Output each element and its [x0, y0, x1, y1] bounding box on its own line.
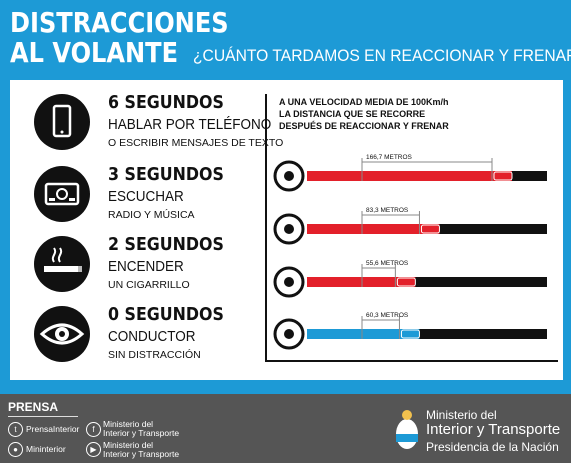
seconds-label: 0 SEGUNDOS: [108, 304, 224, 325]
action-label: ENCENDER: [108, 258, 184, 275]
car-marker: [396, 277, 416, 287]
flickr-link[interactable]: Mininterior: [26, 444, 66, 454]
radio-icon: [34, 166, 90, 222]
chart-svg: 166,7 METROS 83,3 METROS 55,6 METROS 60,3 M…: [273, 154, 547, 350]
title-line-1: DISTRACCIONES: [10, 6, 229, 39]
youtube-icon[interactable]: ▶: [86, 442, 101, 457]
detail-label: O ESCRIBIR MENSAJES DE TEXTO: [108, 137, 284, 149]
ministry-line-2: Interior y Transporte: [426, 421, 561, 438]
distance-label: 55,6 METROS: [366, 260, 409, 267]
footer: PRENSA t PrensaInterior ● Mininterior f …: [0, 394, 571, 463]
distraction-row: 2 SEGUNDOS ENCENDER UN CIGARRILLO: [10, 232, 280, 302]
header-banner: DISTRACCIONES AL VOLANTE ¿CUÁNTO TARDAMO…: [0, 0, 571, 78]
car-marker: [400, 329, 420, 339]
chart-note: A UNA VELOCIDAD MEDIA DE 100Km/h LA DIST…: [279, 97, 449, 131]
chart-icon-glyph: [284, 224, 294, 234]
flickr-icon[interactable]: ●: [8, 442, 23, 457]
detail-label: UN CIGARRILLO: [108, 279, 190, 291]
car-marker: [493, 171, 513, 181]
chart-track: [307, 329, 547, 339]
eye-icon: [34, 306, 90, 362]
cigarette-icon: [34, 236, 90, 292]
youtube-line-1: Ministerio del: [103, 440, 154, 450]
action-label: CONDUCTOR: [108, 328, 196, 345]
detail-label: SIN DISTRACCIÓN: [108, 349, 201, 361]
detail-label: RADIO Y MÚSICA: [108, 209, 195, 221]
distance-label: 166,7 METROS: [366, 154, 413, 161]
distraction-row: 6 SEGUNDOS HABLAR POR TELÉFONO O ESCRIBI…: [10, 90, 284, 160]
youtube-line-2: Interior y Transporte: [103, 449, 180, 459]
distance-label: 83,3 METROS: [366, 207, 409, 214]
national-seal-icon: [396, 410, 418, 449]
twitter-icon[interactable]: t: [8, 422, 23, 437]
seconds-label: 3 SEGUNDOS: [108, 164, 224, 185]
subtitle: ¿CUÁNTO TARDAMOS EN REACCIONAR Y FRENAR?: [193, 46, 571, 65]
chart-icon-glyph: [284, 171, 294, 181]
twitter-link[interactable]: PrensaInterior: [26, 424, 80, 434]
ministry-line-3: Presidencia de la Nación: [426, 440, 559, 454]
chart-bar: [307, 277, 416, 287]
facebook-link[interactable]: Ministerio del Interior y Transporte: [103, 420, 179, 438]
chart-bar: [307, 224, 440, 234]
seconds-label: 2 SEGUNDOS: [108, 234, 224, 255]
title-line-2: AL VOLANTE: [10, 36, 179, 69]
chart-icon-glyph: [284, 277, 294, 287]
seconds-label: 6 SEGUNDOS: [108, 92, 224, 113]
facebook-icon[interactable]: f: [86, 422, 101, 437]
prensa-label: PRENSA: [8, 400, 59, 414]
action-label: ESCUCHAR: [108, 188, 184, 205]
divider: [8, 416, 78, 417]
ministry-line-1: Ministerio del: [426, 408, 497, 422]
youtube-link[interactable]: Ministerio del Interior y Transporte: [103, 441, 179, 459]
chart-track: [307, 277, 547, 287]
chart-bar: [307, 171, 512, 181]
braking-distance-chart: A UNA VELOCIDAD MEDIA DE 100Km/h LA DIST…: [265, 94, 558, 362]
phone-icon: [34, 94, 90, 150]
car-marker: [420, 224, 440, 234]
action-label: HABLAR POR TELÉFONO: [108, 116, 272, 133]
distraction-row: 0 SEGUNDOS CONDUCTOR SIN DISTRACCIÓN: [10, 302, 280, 372]
facebook-line-2: Interior y Transporte: [103, 428, 180, 438]
distraction-row: 3 SEGUNDOS ESCUCHAR RADIO Y MÚSICA: [10, 162, 280, 232]
facebook-line-1: Ministerio del: [103, 419, 154, 429]
chart-bar: [307, 329, 420, 339]
chart-icon-glyph: [284, 329, 294, 339]
distance-label: 60,3 METROS: [366, 312, 409, 319]
